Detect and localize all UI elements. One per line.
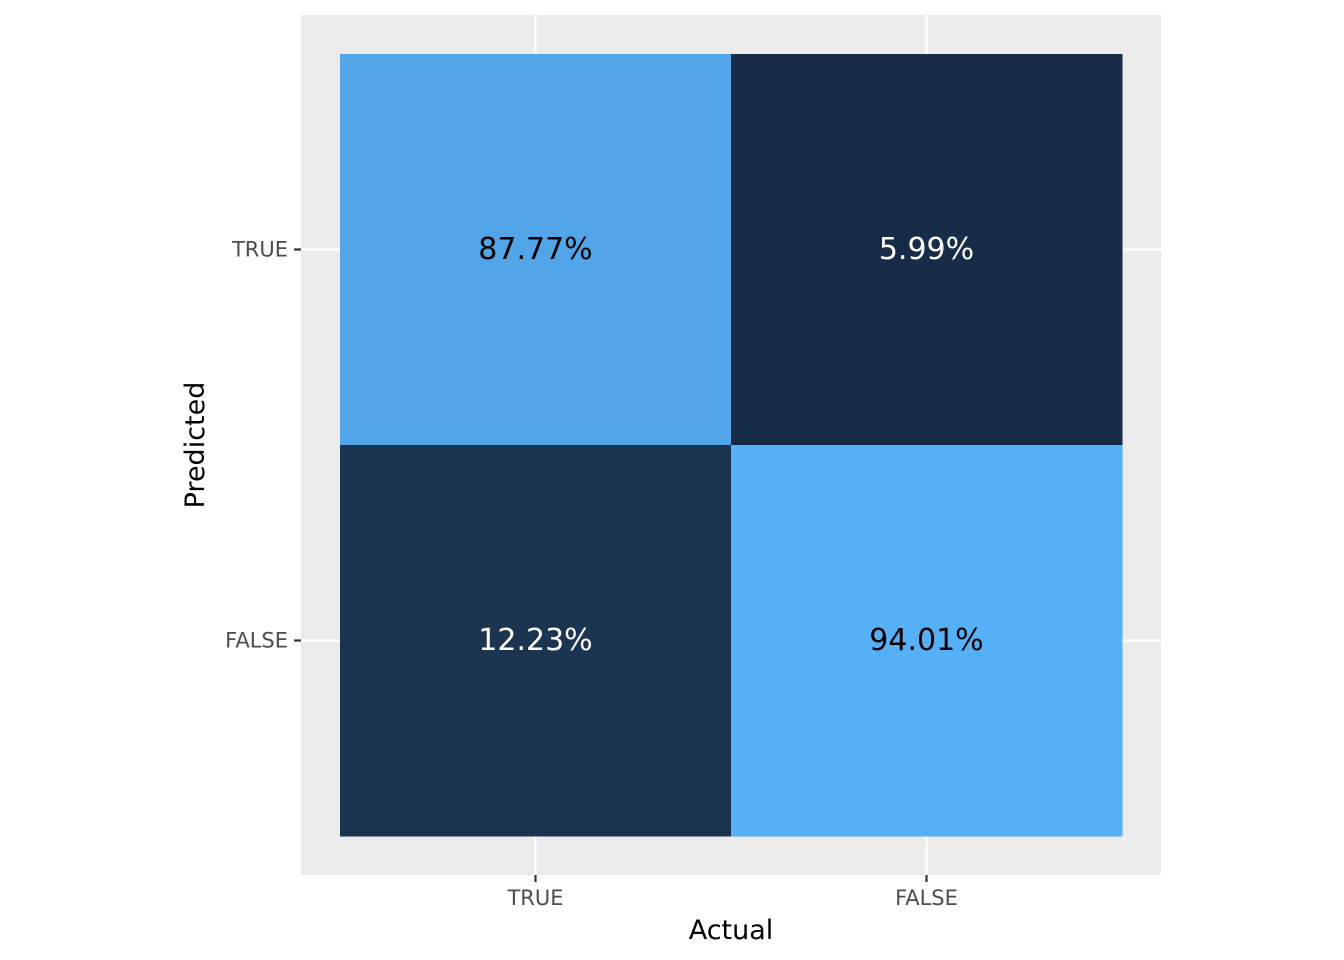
y-tick-label: FALSE (225, 629, 288, 653)
cell-value-label: 5.99% (879, 232, 974, 267)
cell-value-label: 12.23% (478, 623, 592, 658)
cell-value-label: 87.77% (478, 232, 592, 267)
heatmap-cell (340, 445, 732, 837)
cell-labels: 87.77% 5.99% 12.23% 94.01% (478, 232, 983, 658)
x-tick-label: FALSE (895, 886, 958, 910)
heatmap-cells (340, 54, 1123, 837)
x-tick-label: TRUE (506, 886, 563, 910)
heatmap-cell (731, 445, 1123, 837)
heatmap-cell (340, 54, 732, 446)
heatmap-cell (731, 54, 1123, 446)
cell-value-label: 94.01% (869, 623, 983, 658)
y-axis-title: Predicted (180, 382, 211, 509)
x-axis: TRUE FALSE (506, 875, 958, 910)
y-tick-label: TRUE (231, 238, 288, 262)
x-axis-title: Actual (689, 915, 774, 946)
y-axis: TRUE FALSE (225, 238, 301, 653)
